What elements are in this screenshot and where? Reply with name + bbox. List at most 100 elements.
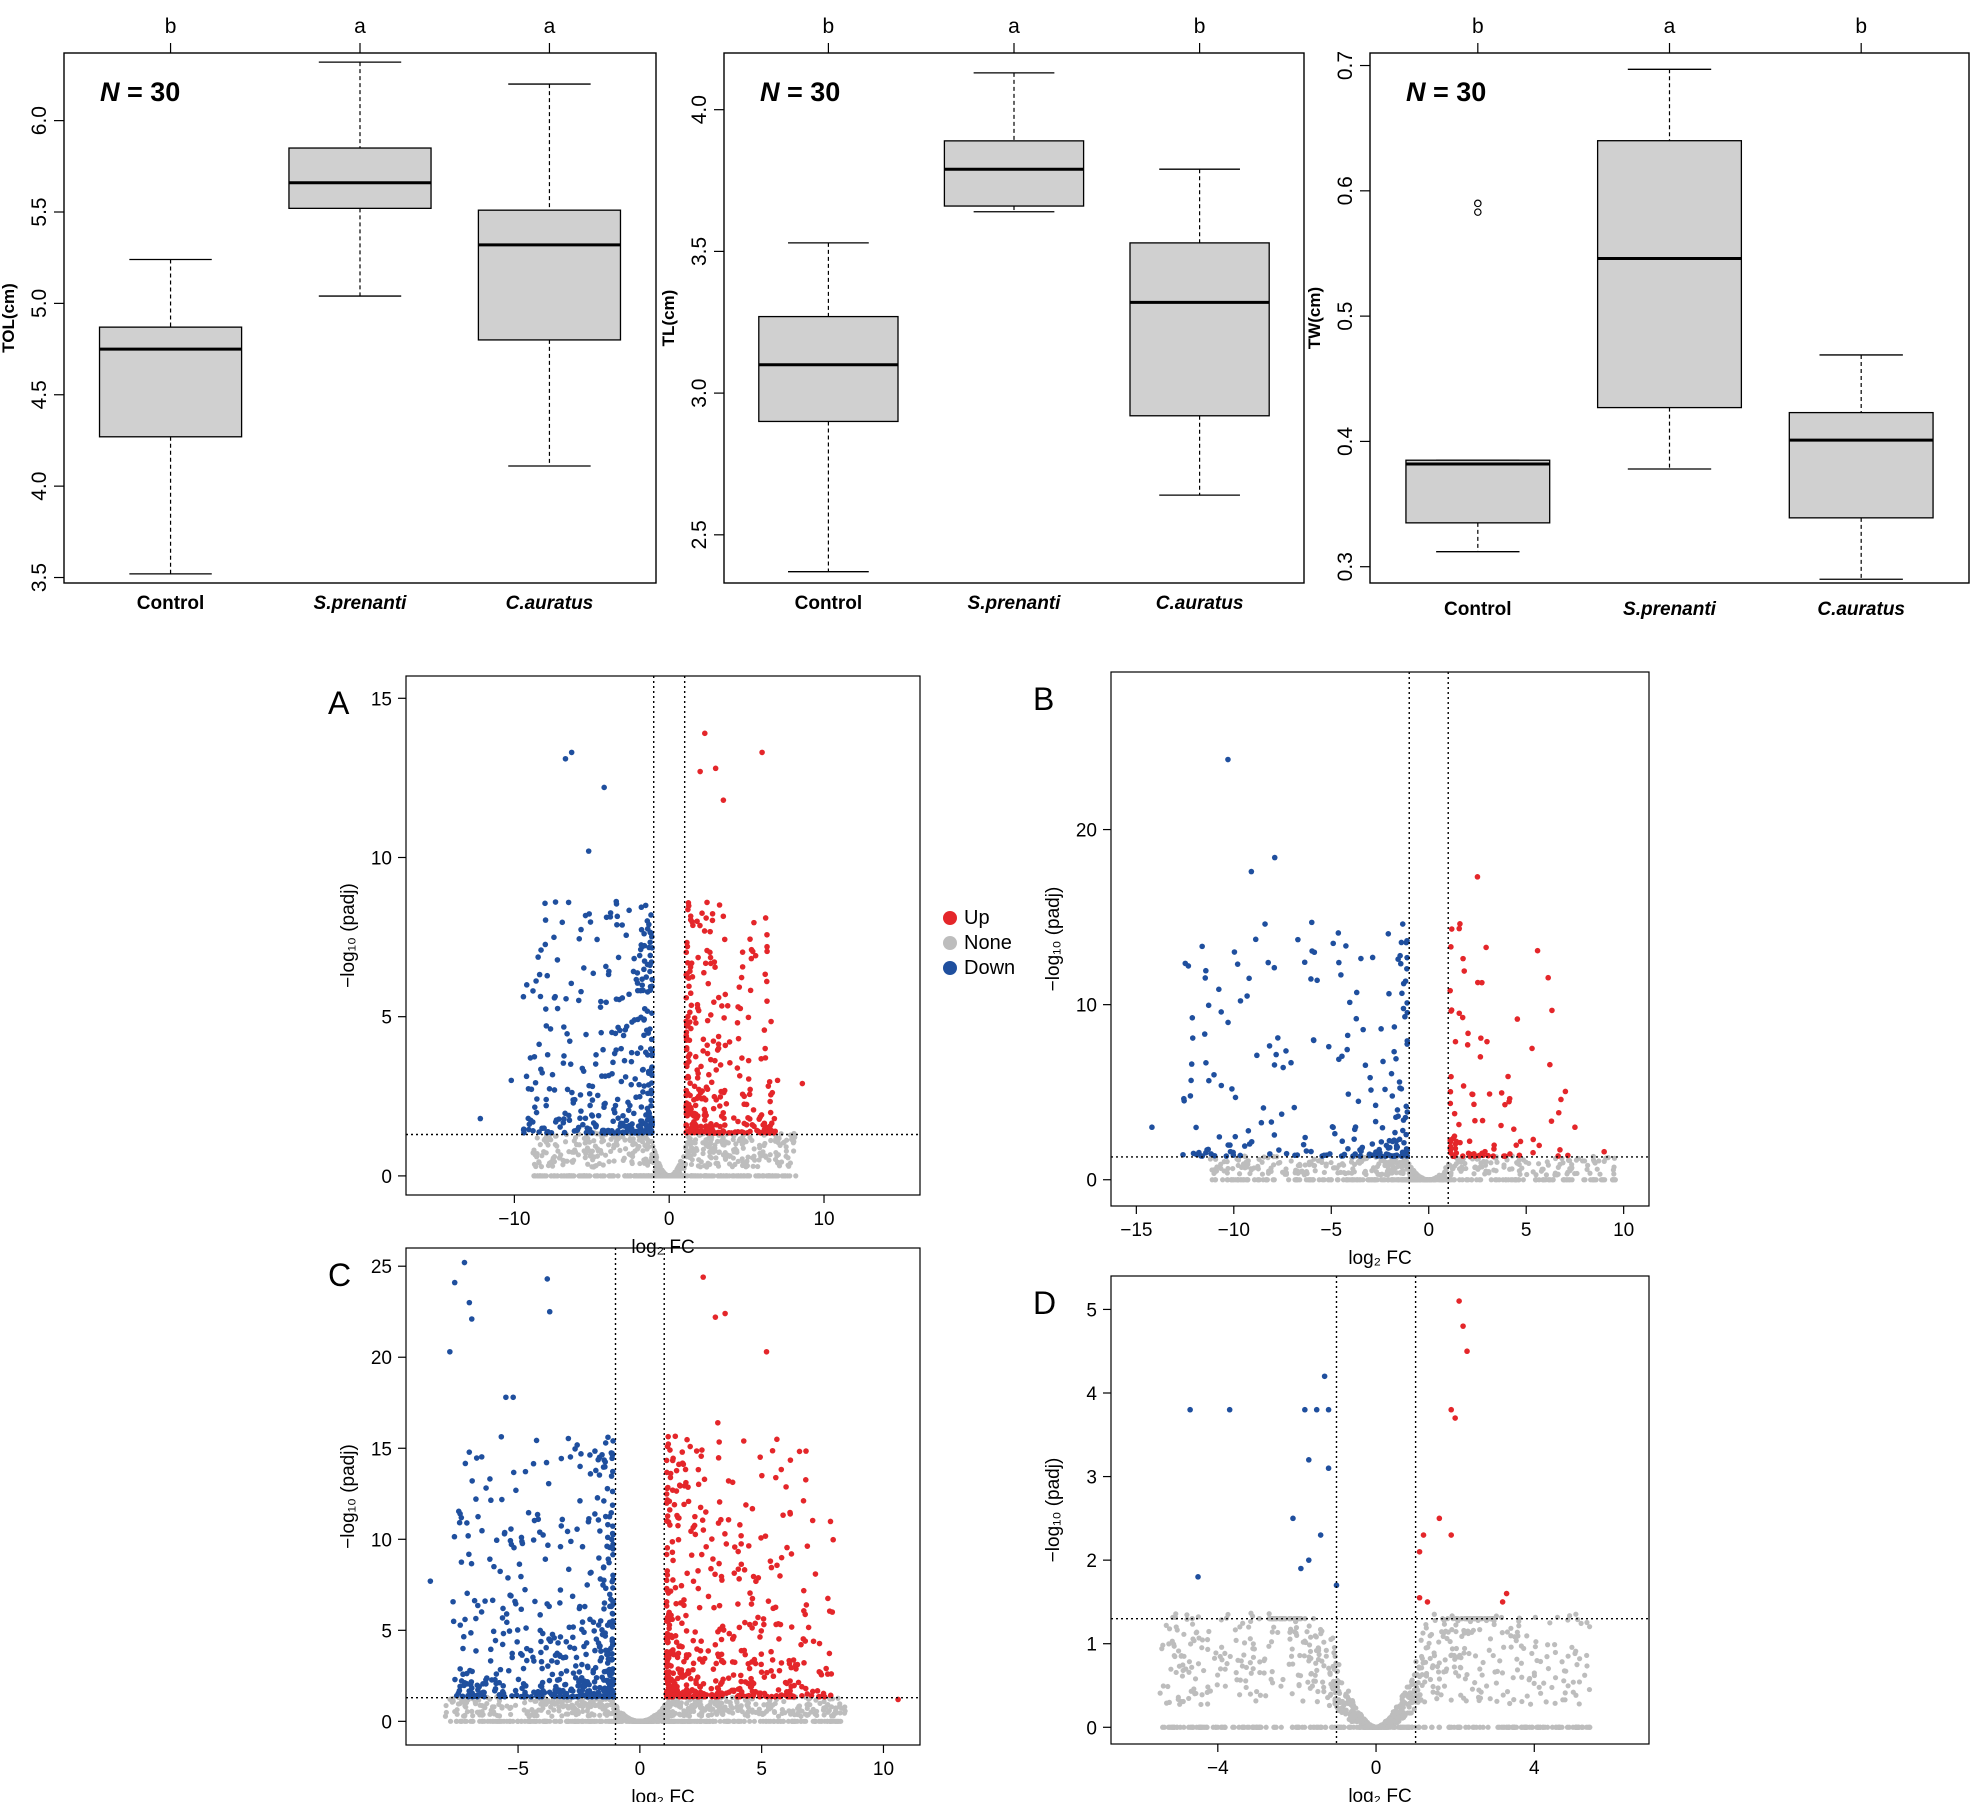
gene-point-down xyxy=(647,952,654,959)
gene-point-down xyxy=(539,1630,546,1637)
y-tick-label: 4.0 xyxy=(28,472,51,501)
gene-point-none xyxy=(611,1158,617,1164)
gene-point-none xyxy=(733,1141,739,1147)
gene-point-none xyxy=(479,1703,485,1709)
gene-point-none xyxy=(602,1152,609,1158)
gene-point-down xyxy=(1397,952,1403,959)
gene-point-up xyxy=(673,1488,680,1494)
x-category-label: C.auratus xyxy=(1156,593,1244,614)
gene-point-down xyxy=(1355,1098,1362,1105)
gene-point-down xyxy=(585,848,592,854)
gene-point-down xyxy=(1344,1046,1350,1053)
x-tick-label: 0 xyxy=(635,1759,646,1780)
y-tick-label: 5 xyxy=(381,1621,392,1642)
gene-point-down xyxy=(1302,1134,1308,1141)
gene-point-down xyxy=(500,1630,507,1637)
gene-point-down xyxy=(1231,949,1238,955)
gene-point-up xyxy=(664,1513,671,1519)
gene-point-down xyxy=(637,1122,644,1129)
gene-point-down xyxy=(1271,1132,1278,1138)
gene-point-none xyxy=(1326,1177,1332,1183)
gene-point-up xyxy=(720,797,727,803)
gene-point-down xyxy=(1392,1129,1398,1136)
gene-point-up xyxy=(782,1679,789,1686)
gene-point-down xyxy=(460,1645,466,1652)
gene-point-none xyxy=(710,1718,716,1724)
gene-point-none xyxy=(771,1709,778,1715)
gene-point-up xyxy=(1447,1100,1454,1107)
gene-point-down xyxy=(571,1096,578,1103)
gene-point-up xyxy=(719,1679,725,1686)
gene-point-up xyxy=(679,1674,686,1680)
sample-size-annotation: N = 30 xyxy=(1406,77,1486,107)
gene-point-down xyxy=(1367,1074,1373,1081)
gene-point-none xyxy=(615,1173,621,1179)
gene-point-up xyxy=(752,1660,759,1667)
gene-point-none xyxy=(587,1712,593,1719)
gene-point-none xyxy=(627,1717,633,1723)
gene-point-none xyxy=(821,1712,827,1718)
gene-point-down xyxy=(636,952,643,959)
gene-point-up xyxy=(689,1121,695,1128)
gene-point-up xyxy=(720,1627,727,1633)
gene-point-down xyxy=(496,1679,503,1686)
gene-point-none xyxy=(1597,1171,1603,1177)
gene-point-down xyxy=(1395,1113,1401,1120)
gene-point-none xyxy=(1293,1167,1299,1173)
gene-point-none xyxy=(1611,1164,1617,1170)
gene-point-down xyxy=(589,1097,596,1103)
gene-point-up xyxy=(777,1573,783,1579)
gene-point-down xyxy=(633,1128,639,1135)
gene-point-down xyxy=(483,1485,489,1491)
gene-point-up xyxy=(790,1657,797,1663)
gene-point-down xyxy=(482,1598,488,1604)
gene-point-none xyxy=(620,1712,626,1719)
gene-point-none xyxy=(1600,1177,1606,1183)
gene-point-down xyxy=(563,1668,570,1674)
gene-point-up xyxy=(698,1551,705,1558)
gene-point-up xyxy=(687,990,694,997)
gene-point-down xyxy=(596,1472,603,1478)
gene-point-none xyxy=(574,1707,581,1714)
gene-point-down xyxy=(475,1513,481,1520)
gene-point-down xyxy=(609,1636,616,1642)
gene-point-down xyxy=(623,1117,630,1124)
gene-point-down xyxy=(629,1121,635,1127)
gene-point-up xyxy=(675,1522,681,1529)
gene-point-up xyxy=(699,1517,706,1524)
gene-point-up xyxy=(1530,1149,1536,1156)
gene-point-up xyxy=(812,1571,819,1577)
gene-point-up xyxy=(801,1608,807,1614)
gene-point-up xyxy=(712,1571,718,1578)
gene-point-none xyxy=(789,1718,795,1724)
gene-point-down xyxy=(427,1578,434,1584)
gene-point-up xyxy=(824,1671,831,1677)
gene-point-down xyxy=(597,1618,604,1624)
gene-point-none xyxy=(670,1712,676,1718)
gene-point-up xyxy=(725,1516,732,1523)
gene-point-up xyxy=(731,1687,737,1694)
gene-point-down xyxy=(557,1634,564,1640)
gene-point-none xyxy=(1449,1165,1455,1172)
gene-point-down xyxy=(457,1510,463,1517)
gene-point-down xyxy=(565,1435,572,1442)
gene-point-up xyxy=(1511,1126,1517,1132)
gene-point-up xyxy=(1456,1121,1462,1128)
gene-point-up xyxy=(699,1447,705,1453)
gene-point-down xyxy=(500,1683,506,1689)
gene-point-down xyxy=(641,1083,647,1089)
gene-point-none xyxy=(587,1152,594,1158)
gene-point-up xyxy=(1456,1010,1463,1017)
gene-point-down xyxy=(647,939,654,946)
gene-point-none xyxy=(721,1142,727,1148)
gene-point-down xyxy=(592,1647,598,1654)
gene-point-down xyxy=(1404,937,1410,944)
gene-point-down xyxy=(1149,1124,1155,1131)
gene-point-up xyxy=(742,1619,748,1626)
gene-point-down xyxy=(1345,1091,1352,1097)
gene-point-up xyxy=(664,1572,671,1578)
gene-point-none xyxy=(1421,1177,1427,1183)
gene-point-up xyxy=(708,1565,714,1572)
gene-point-up xyxy=(706,1071,712,1078)
gene-point-up xyxy=(1498,1122,1504,1129)
